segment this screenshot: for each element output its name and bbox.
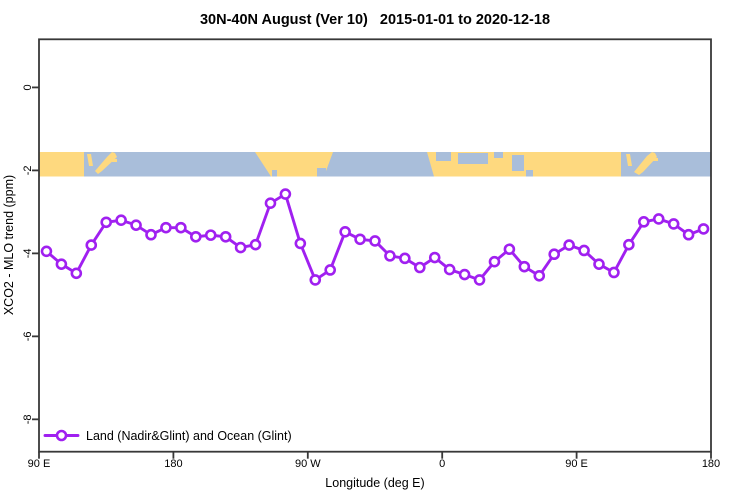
data-point-marker [339, 226, 351, 238]
axes: 90 E 180 90 W 0 90 E 180 0 -2 -4 -6 -8 [22, 38, 720, 470]
data-point-marker [40, 245, 53, 258]
land-island-patch [653, 158, 658, 161]
data-point-marker [652, 213, 665, 225]
data-point-marker [145, 228, 157, 241]
data-point-marker [70, 267, 83, 280]
data-point-marker [219, 230, 232, 243]
data-point-marker [264, 197, 277, 209]
sea-patch [526, 170, 533, 177]
data-point-marker [354, 233, 366, 246]
data-point-marker [548, 248, 561, 261]
data-point-marker [294, 237, 307, 250]
sea-patch [317, 168, 326, 177]
data-point-marker [473, 274, 486, 286]
y-tick-label: -2 [22, 166, 34, 176]
sea-patch [494, 152, 503, 158]
x-tick-label: 90 E [28, 458, 51, 470]
data-point-marker [578, 244, 590, 257]
sea-patch [272, 170, 277, 177]
legend-label: Land (Nadir&Glint) and Ocean (Glint) [86, 429, 292, 443]
data-point-marker [175, 221, 187, 234]
data-point-marker [667, 218, 680, 230]
data-point-marker [204, 229, 217, 241]
data-point-marker [503, 243, 516, 256]
data-point-marker [533, 269, 546, 282]
data-point-marker [190, 230, 202, 243]
sea-patch [458, 153, 488, 164]
data-point-marker [55, 258, 68, 270]
data-series [40, 188, 710, 286]
y-tick-label: -4 [22, 248, 34, 258]
x-tick-label: 90 W [295, 458, 321, 470]
data-point-marker [309, 274, 322, 286]
x-tick-label: 0 [439, 458, 445, 470]
x-tick-label: 180 [702, 458, 720, 470]
data-point-marker [115, 214, 127, 226]
data-point-marker [100, 216, 112, 229]
y-tick-label: 0 [22, 84, 34, 90]
land-patch [39, 152, 84, 177]
sea-patch [436, 152, 451, 161]
land-island-patch [95, 152, 117, 174]
data-point-marker [85, 239, 98, 251]
data-point-marker [682, 228, 695, 241]
data-point-marker [384, 250, 396, 262]
data-point-marker [249, 238, 262, 251]
data-point-marker [563, 239, 575, 251]
data-point-marker [130, 219, 142, 231]
data-point-marker [697, 223, 710, 235]
data-point-marker [160, 221, 172, 234]
data-point-marker [369, 235, 381, 247]
chart-title: 30N-40N August (Ver 10) 2015-01-01 to 20… [200, 12, 550, 28]
y-axis-title: XCO2 - MLO trend (ppm) [2, 175, 16, 315]
y-tick-label: -6 [22, 331, 34, 341]
land-island-patch [112, 159, 117, 162]
data-point-marker [279, 188, 292, 200]
data-point-marker [324, 264, 337, 276]
y-tick-label: -8 [22, 414, 34, 424]
data-point-marker [428, 251, 441, 264]
land-island-patch [634, 152, 657, 175]
x-tick-label: 90 E [565, 458, 588, 470]
land-island-patch [626, 154, 632, 166]
data-point-marker [443, 263, 456, 276]
data-point-marker [608, 266, 620, 279]
data-point-marker [399, 252, 411, 265]
sea-patch [512, 155, 524, 171]
data-point-marker [458, 268, 471, 281]
land-ocean-map-band [39, 152, 711, 177]
data-point-marker [593, 258, 605, 270]
x-axis-title: Longitude (deg E) [325, 476, 424, 490]
data-point-marker [623, 238, 635, 251]
data-point-marker [518, 260, 531, 273]
land-island-patch [87, 154, 93, 166]
data-point-marker [637, 216, 650, 228]
legend-marker-icon [55, 429, 68, 442]
data-point-marker [488, 255, 501, 268]
x-tick-label: 180 [164, 458, 182, 470]
data-point-marker [413, 261, 426, 274]
data-point-marker [234, 241, 247, 254]
plot-frame [38, 38, 712, 453]
legend: Land (Nadir&Glint) and Ocean (Glint) [43, 429, 292, 443]
